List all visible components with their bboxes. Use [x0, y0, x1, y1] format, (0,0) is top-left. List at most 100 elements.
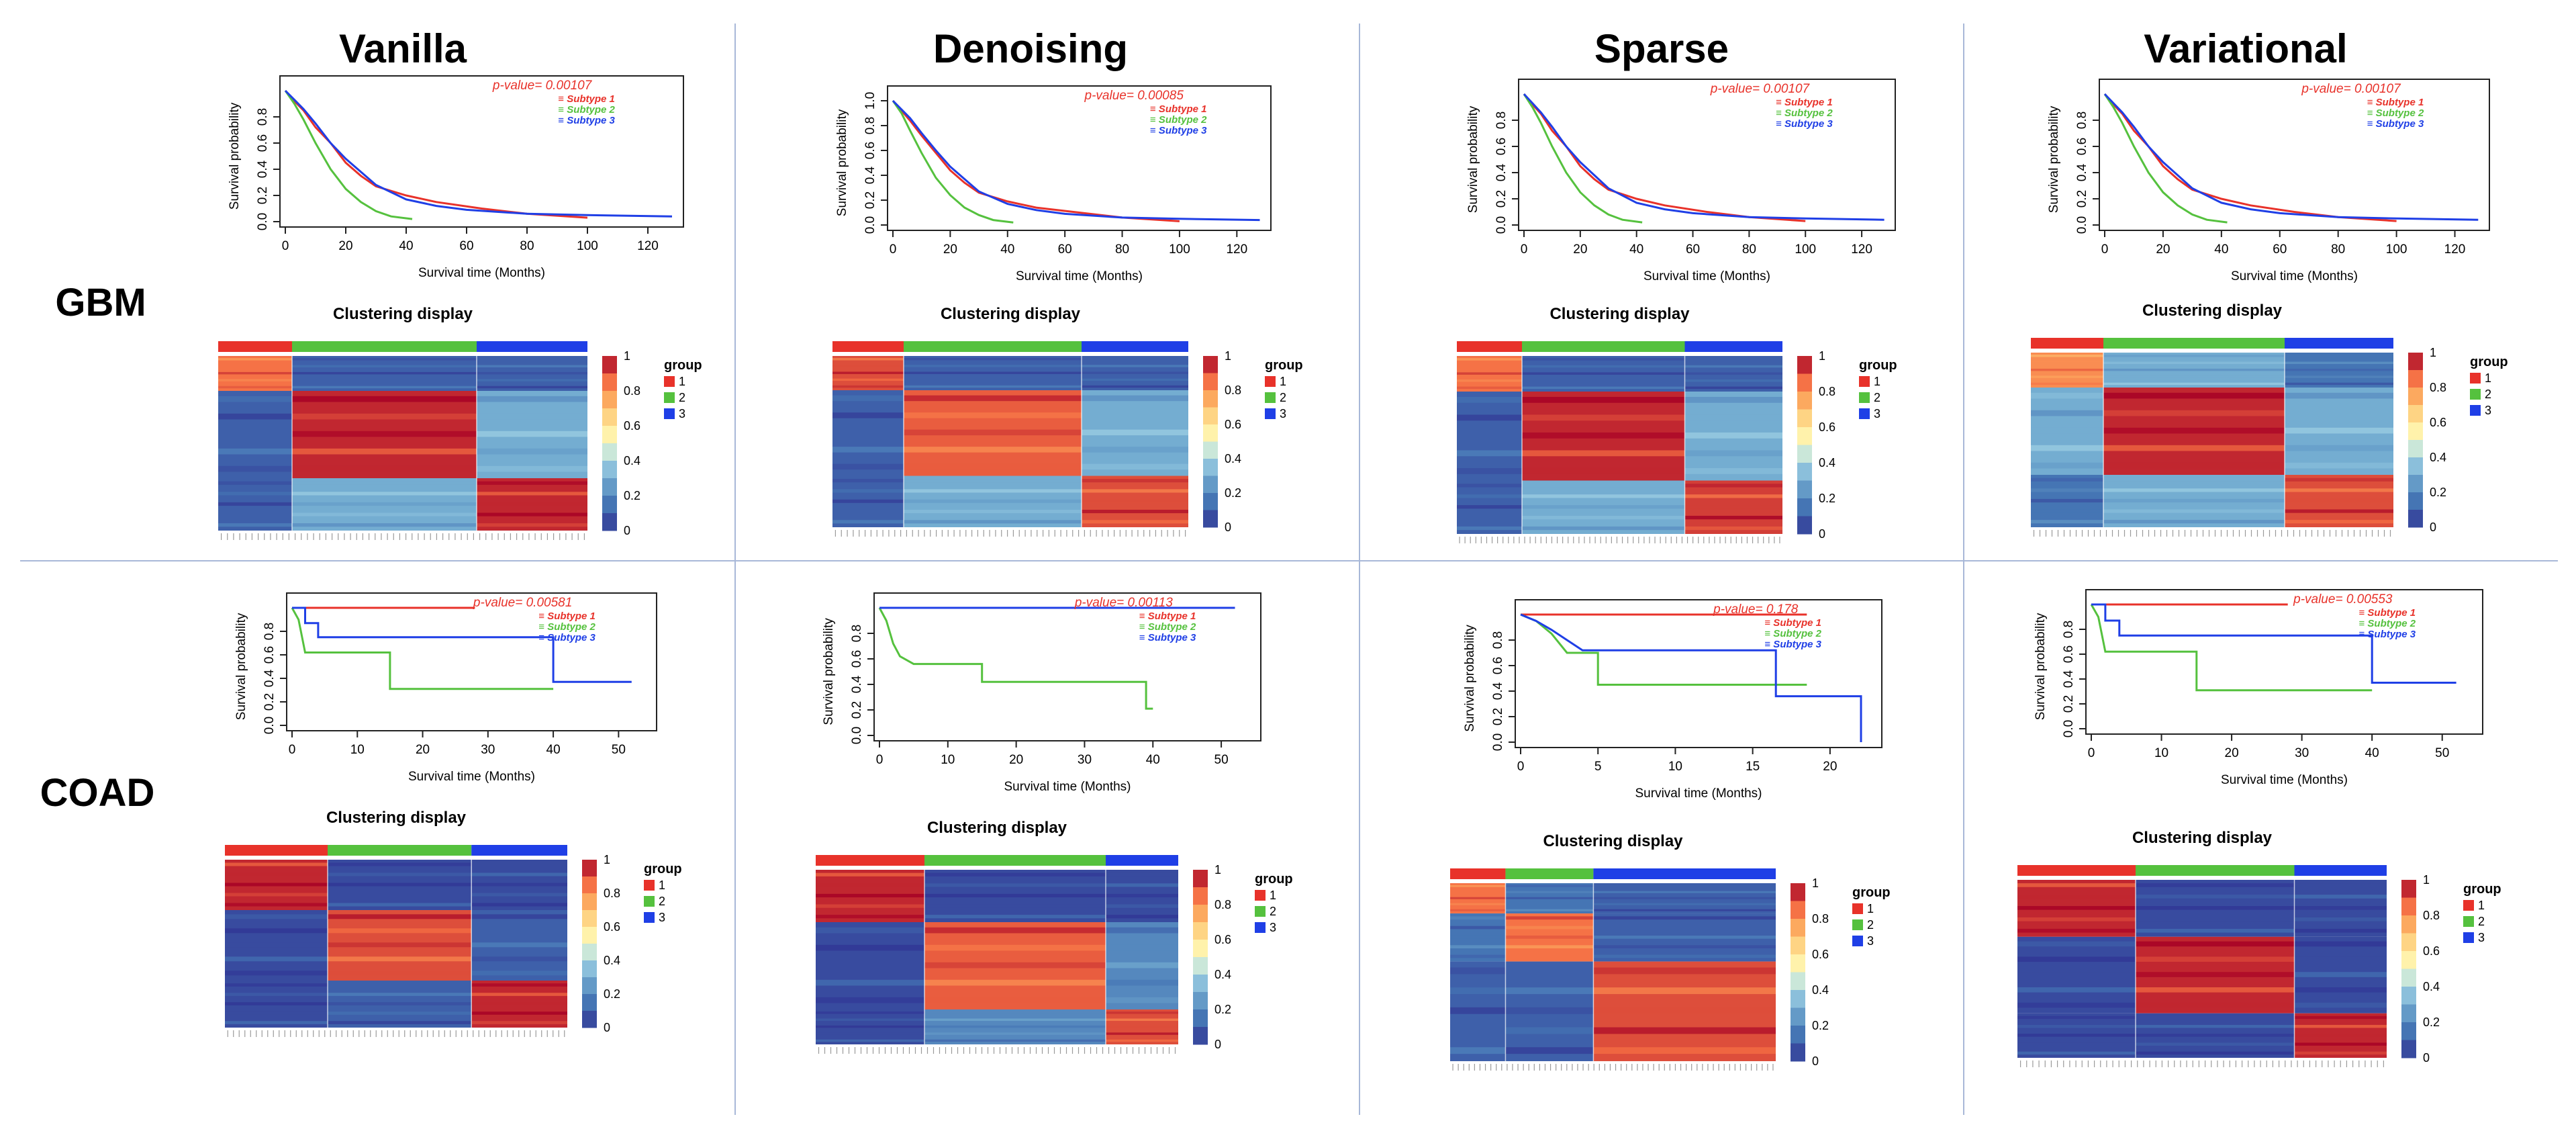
matrix-texture [2031, 355, 2103, 357]
matrix-texture [2103, 410, 2285, 416]
legend-entry-subtype-3: ≡ Subtype 3 [1776, 118, 1833, 130]
matrix-texture [2294, 1016, 2387, 1020]
matrix-texture [904, 499, 1082, 503]
group-legend: group 1 2 3 [1852, 885, 1891, 948]
matrix-texture [1450, 891, 1506, 893]
matrix-texture [1522, 526, 1685, 531]
heatmap-title: Clustering display [1549, 305, 1690, 323]
x-tick-label: 120 [637, 239, 659, 253]
color-scale-step [602, 356, 617, 374]
color-scale-step [602, 443, 617, 461]
x-tick-label: 20 [1009, 753, 1023, 767]
legend-entry-subtype-2: ≡ Subtype 2 [2359, 618, 2416, 629]
matrix-texture [2031, 392, 2103, 399]
color-scale-step [1203, 441, 1218, 459]
x-tick-label: 20 [2156, 242, 2170, 257]
matrix-texture [477, 512, 587, 516]
x-axis: 0 10 20 30 40 50 Survival time (Months) [2088, 734, 2449, 787]
group-legend: group 1 2 3 [664, 358, 702, 420]
survival-plot-coad-variational: 0.0 0.2 0.4 0.6 0.8 Survival probability 0 10 20… [2034, 589, 2483, 787]
legend-entry-subtype-2: ≡ Subtype 2 [558, 104, 615, 116]
color-scale-step [1193, 922, 1208, 940]
color-scale-step [582, 876, 597, 894]
matrix-texture [832, 489, 904, 493]
matrix-texture [2031, 509, 2103, 513]
matrix-texture [2031, 361, 2103, 364]
matrix-texture [218, 492, 292, 496]
y-tick-label: 0.8 [1491, 631, 1505, 649]
survival-curve-subtype-2 [291, 607, 554, 690]
matrix-texture [2136, 972, 2295, 977]
heatmap-gbm-vanilla: Clustering display 0 0.2 0.4 0.6 0.8 1 group 1 2 3 [218, 305, 702, 540]
matrix-texture [328, 942, 472, 948]
matrix-texture [1684, 372, 1782, 375]
matrix-texture [471, 942, 567, 948]
matrix-texture [816, 962, 924, 968]
matrix-texture [1593, 897, 1776, 899]
legend-entry-subtype-2: ≡ Subtype 2 [1150, 114, 1207, 126]
survival-legend: p-value= 0.00553≡ Subtype 1≡ Subtype 2≡ … [2293, 592, 2416, 640]
matrix-texture [1593, 1027, 1776, 1034]
matrix-texture [328, 1011, 472, 1015]
matrix-texture [816, 883, 924, 887]
matrix-texture [2103, 427, 2285, 434]
plot-frame [279, 75, 684, 228]
x-tick-label: 0 [282, 239, 289, 253]
matrix-texture [2136, 883, 2295, 887]
y-tick-label: 0.4 [2075, 163, 2089, 181]
matrix-texture [1684, 467, 1782, 474]
matrix-texture [2017, 895, 2136, 899]
survival-plot-coad-vanilla: 0.0 0.2 0.4 0.6 0.8 Survival probability 0 10 20… [234, 592, 657, 784]
survival-legend: p-value= 0.00107≡ Subtype 1≡ Subtype 2≡ … [2301, 82, 2424, 130]
color-scale-step [1203, 390, 1218, 408]
group-bar-segment-3 [2294, 865, 2387, 876]
matrix-texture [832, 365, 904, 367]
matrix-texture [2103, 368, 2285, 371]
matrix-texture [1593, 945, 1776, 949]
heatmap-gbm-variational: Clustering display 0 0.2 0.4 0.6 0.8 1 group 1 2 3 [2031, 302, 2508, 537]
heatmap-title: Clustering display [2142, 302, 2283, 320]
color-scale-label: 1 [624, 349, 630, 363]
legend-entry-subtype-3: ≡ Subtype 3 [1150, 125, 1207, 136]
x-tick-label: 30 [2295, 746, 2309, 760]
matrix-texture [218, 379, 292, 381]
x-axis: 0 20 40 60 80 100 120 Survival time (Months) [1521, 230, 1872, 283]
group-bar [1457, 341, 1782, 352]
survival-curve-subtype-3 [1523, 93, 1885, 221]
y-axis: 0.0 0.2 0.4 0.6 0.8 Survival probability [228, 102, 280, 230]
group-legend: group 1 2 3 [644, 862, 682, 924]
matrix-texture [1684, 515, 1782, 520]
y-axis-label: Survival probability [1466, 105, 1480, 213]
x-tick-label: 30 [1078, 753, 1092, 767]
group-bar-segment-1 [832, 341, 904, 352]
color-scale-step [2401, 933, 2416, 952]
matrix-texture [904, 412, 1082, 418]
color-scale-label: 0.6 [1819, 420, 1835, 434]
p-value-label: p-value= 0.00107 [492, 79, 593, 93]
matrix-texture [218, 386, 292, 389]
group-bar [816, 855, 1178, 866]
color-scale-step [1797, 373, 1812, 392]
color-scale-step [2408, 388, 2423, 406]
color-scale-label: 0.4 [624, 454, 640, 467]
color-scale-step [582, 977, 597, 995]
survival-curve-subtype-1 [892, 100, 1180, 222]
matrix-texture [2031, 445, 2103, 451]
heatmap-coad-denoising: Clustering display 0 0.2 0.4 0.6 0.8 1 group 1 2 3 [816, 819, 1293, 1054]
group-legend-title: group [664, 358, 702, 373]
heatmap-title: Clustering display [2132, 829, 2273, 847]
matrix-texture [832, 358, 904, 361]
color-scale-step [1203, 476, 1218, 494]
group-legend-swatch-1 [1255, 890, 1266, 901]
matrix-texture [328, 914, 472, 919]
matrix-texture [471, 914, 567, 919]
sample-ticks [2033, 530, 2391, 537]
p-value-label: p-value= 0.00581 [473, 596, 572, 610]
y-axis: 0.0 0.2 0.4 0.6 0.8 Survival probability [1466, 105, 1519, 234]
x-axis: 0 20 40 60 80 100 120 Survival time (Months) [2101, 230, 2465, 283]
survival-plot-gbm-vanilla: 0.0 0.2 0.4 0.6 0.8 Survival probability 0 20 40… [228, 75, 684, 280]
x-tick-label: 80 [1115, 242, 1129, 257]
group-legend: group 1 2 3 [2470, 355, 2508, 417]
matrix-texture [1593, 885, 1776, 887]
x-tick-label: 80 [1742, 242, 1756, 257]
